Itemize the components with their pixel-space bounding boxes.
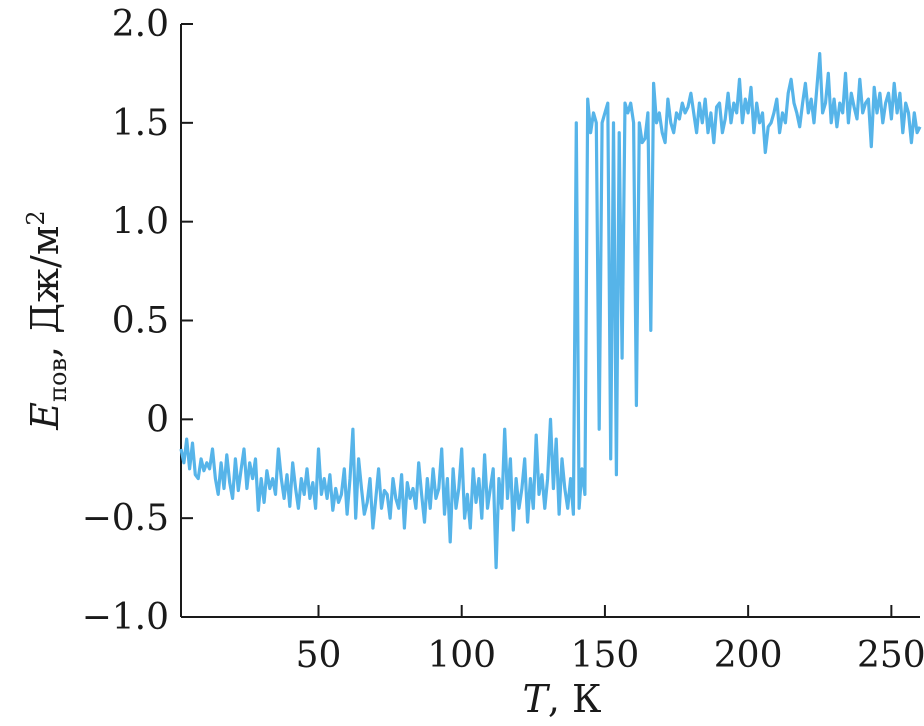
y-axis-label-var: E	[23, 402, 67, 431]
y-tick-label: −0.5	[82, 498, 169, 539]
y-tick-label: −1.0	[82, 597, 169, 638]
series-line-0	[179, 52, 922, 570]
y-tick-label: 0.5	[112, 301, 169, 342]
y-tick-label: 2.0	[112, 4, 169, 45]
y-axis-label-unit: , Дж/м	[23, 226, 67, 358]
x-axis-label: T, К	[523, 677, 602, 721]
y-tick-label: 1.0	[112, 202, 169, 243]
x-tick-label: 50	[296, 635, 342, 676]
x-tick-label: 250	[857, 635, 924, 676]
x-axis-label-unit: , К	[548, 677, 602, 721]
y-axis-label-sub: пов	[44, 358, 72, 402]
x-tick-label: 100	[427, 635, 496, 676]
tick-group: −1.0 −0.5 0 0.5 1.0 1.5 2.0 50 100 150 200 250	[82, 4, 924, 676]
y-tick-label: 0	[146, 399, 169, 440]
x-axis-label-var: T	[523, 677, 551, 721]
x-tick-label: 150	[571, 635, 640, 676]
series-group	[179, 52, 922, 570]
x-tick-label: 200	[714, 635, 783, 676]
y-axis-label: Eпов, Дж/м2	[22, 210, 72, 430]
y-axis-label-sup: 2	[22, 210, 50, 225]
y-tick-label: 1.5	[112, 103, 169, 144]
